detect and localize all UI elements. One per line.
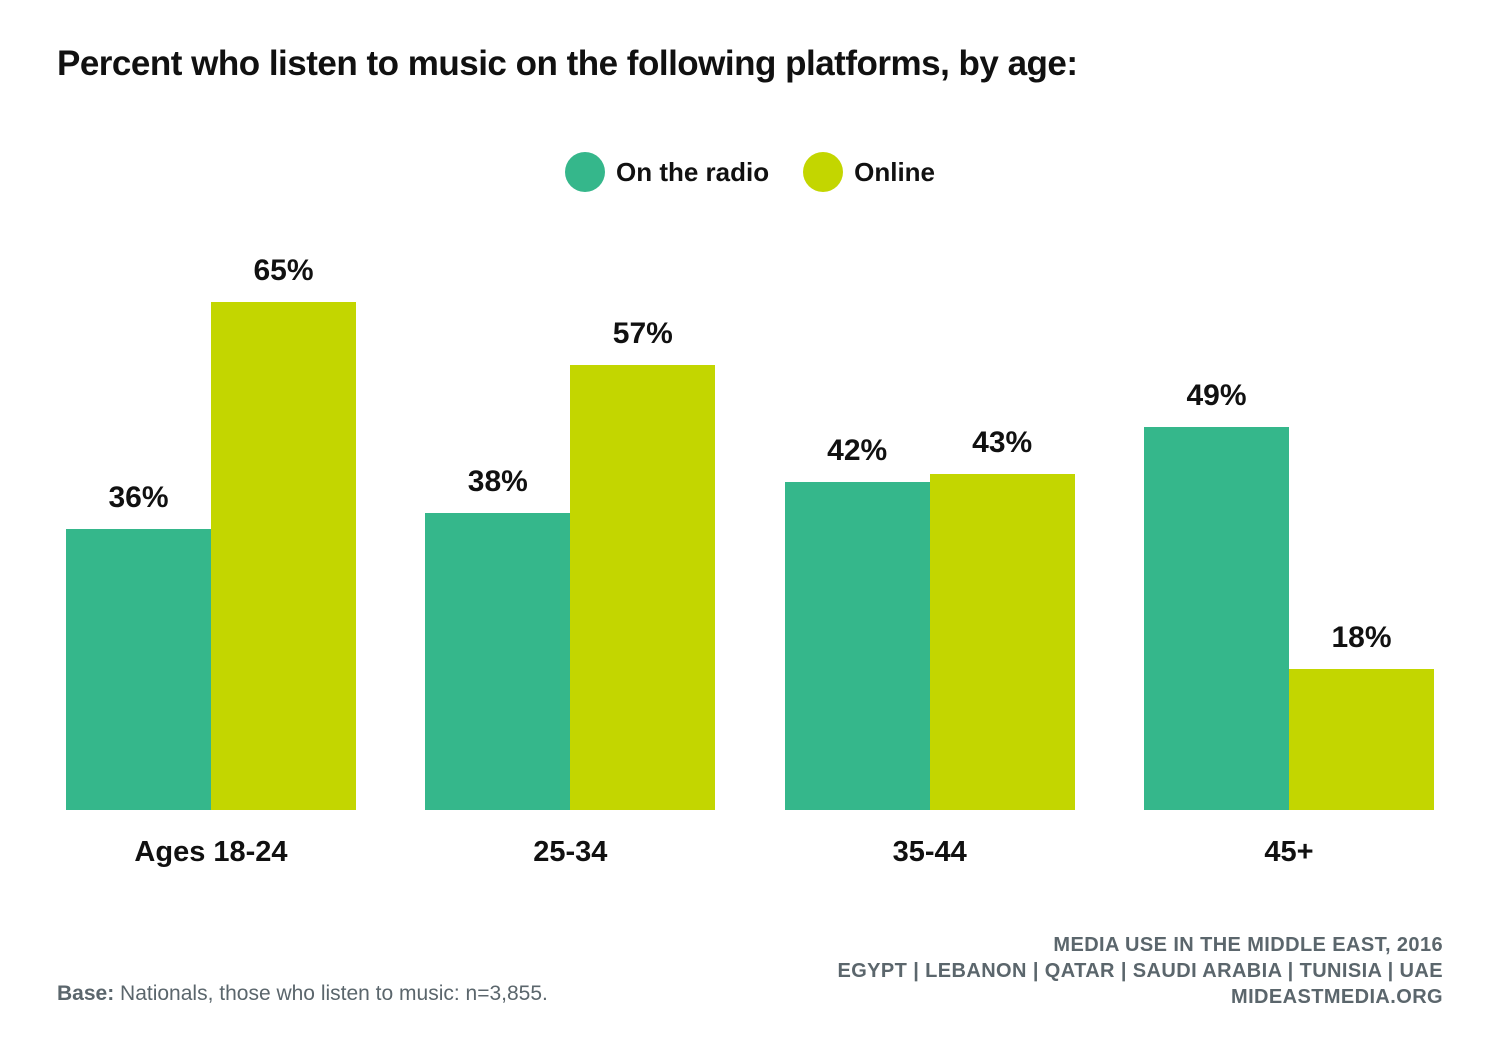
base-note: Base: Nationals, those who listen to mus…	[57, 982, 548, 1006]
plot-area: 36% 65% Ages 18-24 38% 57% 25-34 42% 43% 35-44 49…	[66, 254, 1434, 869]
category-label-ages-18-24: Ages 18-24	[134, 836, 288, 868]
bar-group-45: 49% 18% 45+	[1143, 302, 1434, 869]
bar-value-label: 43%	[972, 426, 1033, 459]
bar-group-ages-18-24: 36% 65% Ages 18-24	[66, 254, 356, 869]
chart-legend: On the radio Online	[0, 152, 1500, 192]
bar-value-label: 36%	[108, 481, 169, 514]
bar-value-label: 49%	[1186, 379, 1247, 412]
category-label-35-44: 35-44	[892, 836, 967, 868]
bar-on-the-radio-35-44: 42%	[784, 434, 930, 810]
bar-group-35-44: 42% 43% 35-44	[784, 302, 1075, 869]
legend-label-online: Online	[854, 156, 936, 187]
bars-ages-18-24: 36% 65%	[66, 254, 356, 810]
bar-on-the-radio-45: 49%	[1143, 379, 1289, 810]
bar-online-45: 18%	[1288, 621, 1434, 810]
bar-group-25-34: 38% 57% 25-34	[425, 302, 716, 869]
source-line-study: MEDIA USE IN THE MIDDLE EAST, 2016	[1053, 934, 1443, 956]
bar-value-label: 65%	[253, 254, 314, 287]
source-line-countries: EGYPT | LEBANON | QATAR | SAUDI ARABIA |…	[837, 960, 1443, 982]
radio-series-swatch-icon	[564, 152, 605, 192]
bar-online-25-34: 57%	[570, 317, 716, 810]
base-note-text: Nationals, those who listen to music: n=…	[114, 982, 548, 1005]
legend-item-online: Online	[803, 152, 935, 192]
bar-value-label: 38%	[467, 465, 528, 498]
category-label-25-34: 25-34	[533, 836, 608, 868]
bars-35-44: 42% 43%	[784, 302, 1075, 810]
base-note-label: Base:	[57, 982, 115, 1005]
bar-online-ages-18-24: 65%	[211, 254, 356, 810]
bar-value-label: 18%	[1331, 621, 1392, 654]
legend-label-radio: On the radio	[615, 156, 770, 187]
source-line-website: MIDEASTMEDIA.ORG	[1231, 986, 1443, 1008]
source-attribution: MEDIA USE IN THE MIDDLE EAST, 2016 EGYPT…	[837, 932, 1443, 1010]
page-title: Percent who listen to music on the follo…	[57, 44, 1078, 83]
bar-value-label: 57%	[612, 317, 673, 350]
bars-25-34: 38% 57%	[425, 302, 716, 810]
bar-value-label: 42%	[827, 434, 888, 467]
bar-on-the-radio-ages-18-24: 36%	[66, 481, 211, 810]
category-label-45: 45+	[1264, 836, 1314, 868]
bar-on-the-radio-25-34: 38%	[425, 465, 571, 810]
bars-45: 49% 18%	[1143, 302, 1434, 810]
legend-item-radio: On the radio	[564, 152, 770, 192]
online-series-swatch-icon	[803, 152, 844, 192]
bar-online-35-44: 43%	[929, 426, 1075, 810]
